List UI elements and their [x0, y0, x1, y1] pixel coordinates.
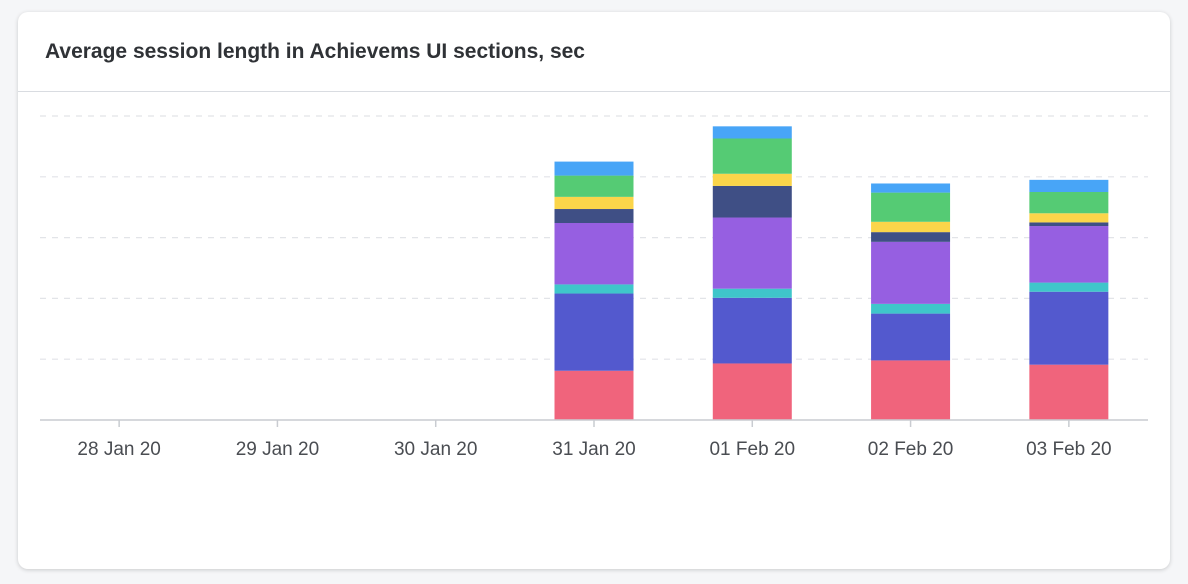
bar-segment[interactable]	[554, 284, 634, 294]
bar-segment[interactable]	[1029, 282, 1109, 292]
bar-segment[interactable]	[871, 303, 951, 314]
bar-segment[interactable]	[712, 126, 792, 139]
bar-segment[interactable]	[871, 313, 951, 361]
bar-segment[interactable]	[871, 192, 951, 222]
bar-segment[interactable]	[1029, 291, 1109, 365]
bar-segment[interactable]	[1029, 213, 1109, 223]
x-tick-label: 03 Feb 20	[1026, 439, 1112, 460]
bar-segment[interactable]	[871, 232, 951, 242]
x-tick-label: 01 Feb 20	[709, 439, 795, 460]
bar-segment[interactable]	[554, 209, 634, 224]
bar-segment[interactable]	[1029, 222, 1109, 227]
bar-segment[interactable]	[712, 185, 792, 218]
bar-segment[interactable]	[1029, 192, 1109, 214]
bar-segment[interactable]	[712, 288, 792, 298]
bar-segment[interactable]	[712, 217, 792, 289]
x-tick-label: 02 Feb 20	[868, 439, 954, 460]
bar-segment[interactable]	[554, 175, 634, 197]
x-tick-label: 29 Jan 20	[236, 439, 319, 460]
bar-segment[interactable]	[712, 173, 792, 186]
x-tick-label: 30 Jan 20	[394, 439, 477, 460]
bar-segment[interactable]	[712, 363, 792, 420]
bar-segment[interactable]	[871, 360, 951, 420]
bar-segment[interactable]	[871, 183, 951, 193]
chart-title: Average session length in Achievems UI s…	[45, 39, 585, 63]
bar-segment[interactable]	[871, 221, 951, 233]
bar-segment[interactable]	[554, 161, 634, 176]
card-header: Average session length in Achievems UI s…	[18, 12, 1170, 92]
stacked-bar-chart: 28 Jan 20 29 Jan 20 30 Jan 20 31 Jan 20 01 F…	[40, 115, 1148, 460]
bar-segment[interactable]	[554, 293, 634, 371]
bar-segment[interactable]	[1029, 226, 1109, 283]
bar-segment[interactable]	[712, 138, 792, 174]
bar-segment[interactable]	[1029, 179, 1109, 192]
bar-segment[interactable]	[871, 241, 951, 304]
chart-card: Average session length in Achievems UI s…	[18, 12, 1170, 569]
x-tick-label: 28 Jan 20	[77, 439, 160, 460]
bar-segment[interactable]	[1029, 364, 1109, 420]
bar-segment[interactable]	[554, 370, 634, 420]
bar-segment[interactable]	[554, 223, 634, 285]
bar-segment[interactable]	[712, 297, 792, 364]
bar-segment[interactable]	[554, 196, 634, 210]
x-tick-label: 31 Jan 20	[552, 439, 635, 460]
